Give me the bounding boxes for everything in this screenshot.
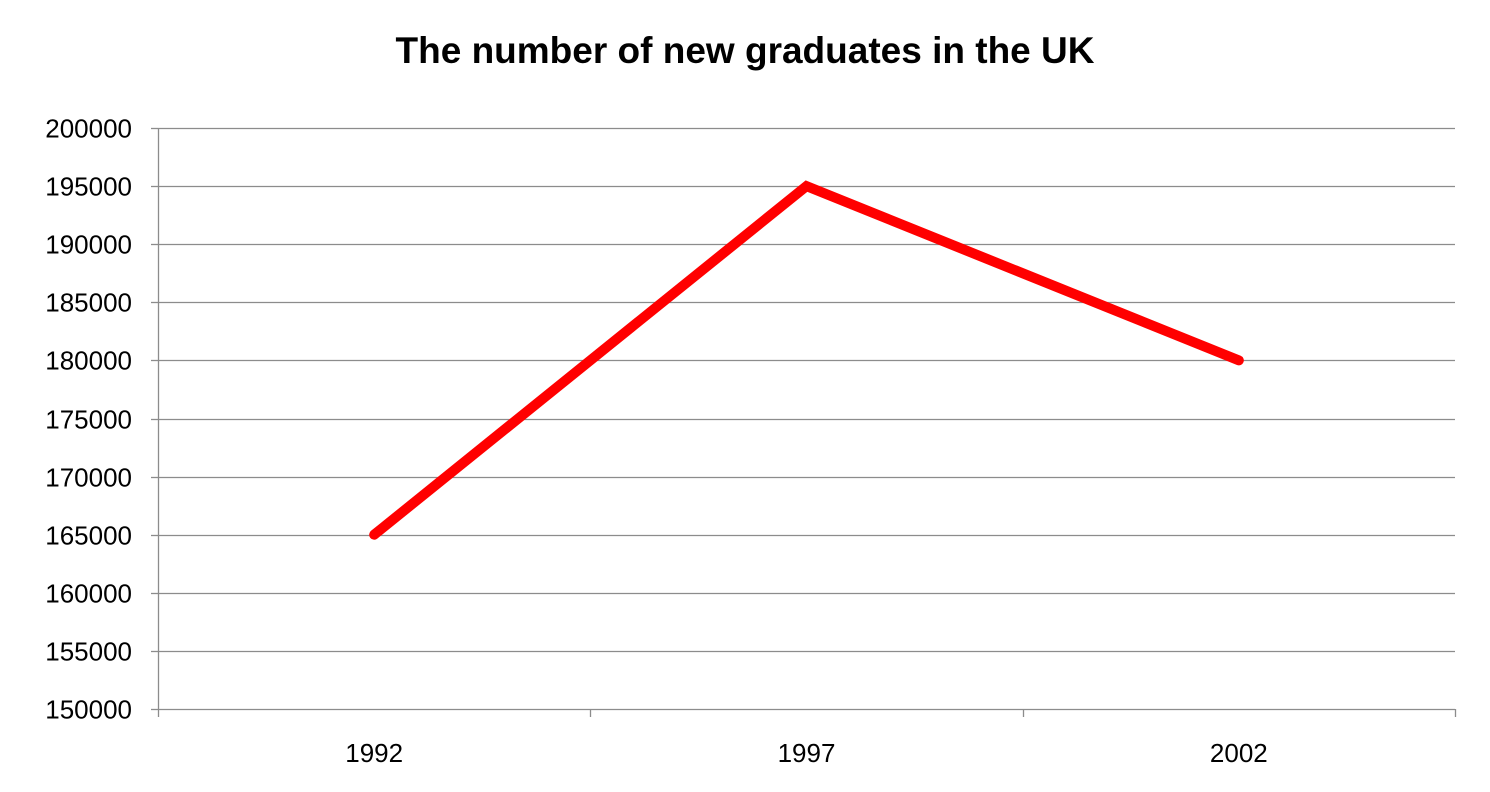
y-axis-tick-labels: 150000 155000 160000 165000 170000 175000 1800… — [45, 114, 132, 725]
gridlines — [158, 127, 1455, 653]
x-tick-label: 2002 — [1210, 738, 1268, 768]
y-tick-label: 170000 — [45, 463, 132, 493]
x-tick-label: 1997 — [778, 738, 836, 768]
y-tick-label: 200000 — [45, 114, 132, 144]
y-tick-label: 180000 — [45, 346, 132, 376]
y-tick-label: 155000 — [45, 637, 132, 667]
axes — [151, 127, 1457, 717]
y-tick-label: 175000 — [45, 405, 132, 435]
data-series — [369, 180, 1244, 540]
y-tick-label: 150000 — [45, 695, 132, 725]
x-axis-tick-labels: 1992 1997 2002 — [345, 738, 1268, 768]
x-tick-label: 1992 — [345, 738, 403, 768]
y-tick-label: 165000 — [45, 521, 132, 551]
y-tick-label: 195000 — [45, 172, 132, 202]
chart-title: The number of new graduates in the UK — [395, 30, 1095, 71]
y-tick-label: 160000 — [45, 579, 132, 609]
y-tick-label: 185000 — [45, 288, 132, 318]
y-tick-label: 190000 — [45, 230, 132, 260]
